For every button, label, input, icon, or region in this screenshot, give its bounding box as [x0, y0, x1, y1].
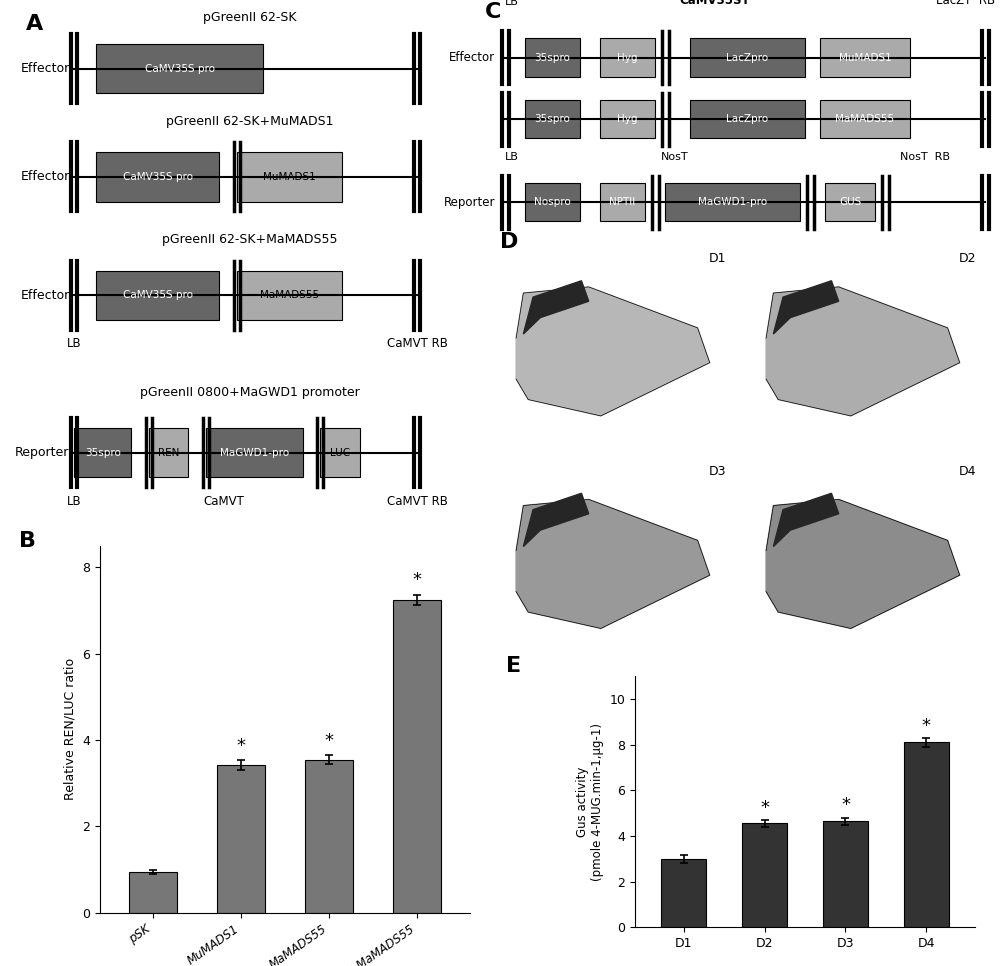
Polygon shape — [773, 281, 839, 334]
Text: Nospro: Nospro — [534, 197, 571, 207]
Bar — [690, 100, 805, 138]
Polygon shape — [516, 499, 710, 629]
Text: pGreenII 62-SK+MaMADS55: pGreenII 62-SK+MaMADS55 — [162, 233, 338, 246]
Text: D: D — [500, 232, 518, 252]
Bar — [74, 428, 131, 477]
Text: CaMV35ST: CaMV35ST — [680, 0, 750, 7]
Polygon shape — [523, 494, 589, 547]
Bar — [525, 100, 580, 138]
Text: CaMV35S pro: CaMV35S pro — [145, 64, 215, 73]
Text: D3: D3 — [709, 465, 727, 477]
Bar — [149, 428, 188, 477]
Bar — [305, 759, 353, 913]
Bar — [665, 183, 800, 221]
Bar — [600, 183, 645, 221]
Text: 35spro: 35spro — [535, 52, 570, 63]
Text: Effector: Effector — [449, 51, 495, 64]
Bar — [96, 153, 219, 202]
Text: *: * — [760, 799, 769, 816]
Text: 35spro: 35spro — [535, 114, 570, 125]
Text: Reporter: Reporter — [15, 446, 70, 460]
Text: Reporter: Reporter — [444, 195, 495, 209]
Bar — [661, 859, 706, 927]
Text: LB: LB — [67, 495, 81, 508]
Text: CaMVT: CaMVT — [203, 495, 244, 508]
Text: A: A — [26, 14, 43, 35]
Polygon shape — [523, 281, 589, 334]
Text: MuMADS1: MuMADS1 — [839, 52, 891, 63]
Text: D1: D1 — [709, 252, 727, 265]
Bar — [96, 270, 219, 320]
Text: NosT: NosT — [661, 153, 689, 162]
Text: MaGWD1-pro: MaGWD1-pro — [220, 448, 289, 458]
Bar — [742, 823, 787, 927]
Polygon shape — [766, 499, 960, 629]
Bar — [820, 39, 910, 76]
Text: NosT  RB: NosT RB — [900, 153, 950, 162]
Text: Effector: Effector — [20, 170, 70, 184]
Polygon shape — [773, 494, 839, 547]
Text: LB: LB — [505, 153, 519, 162]
Text: *: * — [922, 717, 931, 735]
Text: pGreenII 0800+MaGWD1 promoter: pGreenII 0800+MaGWD1 promoter — [140, 385, 360, 399]
Text: GUS: GUS — [839, 197, 861, 207]
Text: MaGWD1-pro: MaGWD1-pro — [698, 197, 767, 207]
Text: *: * — [325, 732, 334, 750]
Text: NPTII: NPTII — [609, 197, 636, 207]
Text: MuMADS1: MuMADS1 — [263, 172, 316, 182]
Bar — [820, 100, 910, 138]
Y-axis label: Gus activity
(pmole 4-MUG.min-1,μg-1): Gus activity (pmole 4-MUG.min-1,μg-1) — [576, 723, 604, 881]
Bar — [206, 428, 303, 477]
Bar — [237, 153, 342, 202]
Text: Effector: Effector — [20, 289, 70, 301]
Bar — [823, 821, 868, 927]
Text: *: * — [236, 737, 245, 754]
Text: Hyg: Hyg — [617, 114, 638, 125]
Text: pGreenII 62-SK+MuMADS1: pGreenII 62-SK+MuMADS1 — [166, 115, 334, 128]
Text: CaMV35S pro: CaMV35S pro — [123, 172, 193, 182]
Text: LB: LB — [505, 0, 519, 7]
Text: CaMVT RB: CaMVT RB — [387, 495, 448, 508]
Text: *: * — [841, 796, 850, 814]
Text: MaMADS55: MaMADS55 — [260, 290, 319, 300]
Text: CaMVT RB: CaMVT RB — [387, 337, 448, 350]
Text: LacZpro: LacZpro — [726, 52, 769, 63]
Text: 35spro: 35spro — [85, 448, 121, 458]
Bar — [320, 428, 360, 477]
Text: LacZT  RB: LacZT RB — [936, 0, 995, 7]
Bar — [96, 43, 263, 94]
Polygon shape — [516, 287, 710, 416]
Text: LB: LB — [67, 337, 81, 350]
Bar — [600, 39, 655, 76]
Text: LUC: LUC — [330, 448, 350, 458]
Text: REN: REN — [158, 448, 179, 458]
Text: D4: D4 — [959, 465, 977, 477]
Bar — [690, 39, 805, 76]
Bar — [525, 183, 580, 221]
Y-axis label: Relative REN/LUC ratio: Relative REN/LUC ratio — [64, 658, 77, 801]
Text: Hyg: Hyg — [617, 52, 638, 63]
Bar — [217, 765, 265, 913]
Text: *: * — [413, 572, 422, 589]
Text: Effector: Effector — [20, 62, 70, 75]
Text: D2: D2 — [959, 252, 977, 265]
Bar — [237, 270, 342, 320]
Text: MaMADS55: MaMADS55 — [835, 114, 895, 125]
Bar — [129, 872, 177, 913]
Polygon shape — [766, 287, 960, 416]
Text: E: E — [506, 656, 521, 676]
Text: LacZpro: LacZpro — [726, 114, 769, 125]
Bar — [525, 39, 580, 76]
Text: B: B — [19, 531, 36, 552]
Text: C: C — [485, 2, 501, 22]
Text: pGreenII 62-SK: pGreenII 62-SK — [203, 12, 297, 24]
Text: CaMV35S pro: CaMV35S pro — [123, 290, 193, 300]
Bar — [904, 743, 949, 927]
Bar — [825, 183, 875, 221]
Bar — [600, 100, 655, 138]
Bar — [393, 600, 441, 913]
